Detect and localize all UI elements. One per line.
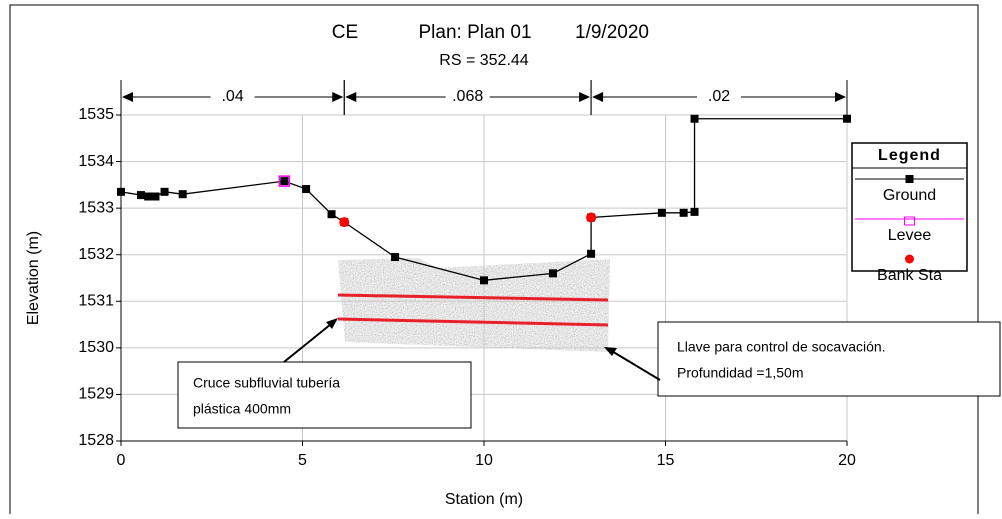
data-point bbox=[480, 276, 488, 285]
data-point bbox=[548, 269, 557, 278]
data-point bbox=[657, 208, 666, 217]
data-point bbox=[136, 191, 145, 200]
x-axis-label: Station (m) bbox=[445, 491, 523, 508]
data-point bbox=[690, 114, 699, 123]
annotation-text: Llave para control de socavación. bbox=[677, 339, 886, 355]
data-point bbox=[160, 187, 169, 196]
data-point bbox=[339, 217, 350, 228]
arrowhead bbox=[326, 318, 338, 329]
chart-title: 1/9/2020 bbox=[575, 22, 649, 43]
overlay: .04 .068 .02 Legend Ground Levee Bank Sta bbox=[117, 80, 968, 285]
arrowhead bbox=[332, 92, 344, 102]
legend-marker bbox=[905, 254, 914, 264]
x-tick-label: 0 bbox=[117, 452, 126, 469]
y-tick-label: 1531 bbox=[78, 293, 114, 310]
arrowhead bbox=[835, 92, 846, 102]
chart-title: Plan: Plan 01 bbox=[418, 22, 531, 43]
y-axis-label: Elevation (m) bbox=[25, 231, 42, 325]
x-tick-label: 5 bbox=[298, 452, 307, 469]
annotation-arrow bbox=[283, 319, 337, 363]
data-point bbox=[679, 208, 688, 217]
data-point bbox=[587, 249, 596, 258]
data-point bbox=[278, 175, 291, 187]
data-point bbox=[843, 114, 851, 123]
x-tick-label: 15 bbox=[657, 452, 675, 469]
y-tick-label: 1529 bbox=[78, 386, 114, 403]
arrowhead bbox=[579, 92, 591, 102]
legend-marker bbox=[905, 175, 914, 183]
pipe-zone bbox=[338, 258, 610, 352]
annotation-box bbox=[177, 361, 472, 429]
data-point bbox=[327, 210, 336, 219]
pipe-line bbox=[337, 317, 609, 327]
arrowhead bbox=[345, 92, 357, 102]
y-tick-label: 1533 bbox=[78, 199, 114, 216]
mannings-label: .068 bbox=[452, 88, 483, 105]
y-tick-label: 1532 bbox=[78, 246, 114, 263]
y-tick-label: 1535 bbox=[78, 106, 114, 123]
x-tick-label: 10 bbox=[475, 452, 493, 469]
data-point bbox=[144, 192, 153, 201]
annotation-text: plástica 400mm bbox=[193, 401, 291, 417]
data-point bbox=[302, 185, 311, 194]
data-point bbox=[690, 207, 699, 216]
annotation-arrow bbox=[609, 349, 661, 381]
data-point bbox=[280, 177, 289, 186]
y-tick-label: 1530 bbox=[78, 339, 114, 356]
frame bbox=[9, 4, 979, 519]
chart-title: CE bbox=[332, 22, 358, 43]
legend-marker bbox=[904, 216, 915, 226]
mannings-label-bg bbox=[697, 87, 742, 107]
chart-subtitle: RS = 352.44 bbox=[439, 52, 529, 69]
data-point bbox=[178, 190, 187, 199]
annotation-text: Cruce subfluvial tubería bbox=[193, 375, 340, 391]
legend-title: Legend bbox=[878, 147, 941, 164]
data-point bbox=[586, 212, 597, 223]
arrowhead bbox=[604, 347, 617, 356]
pipe-line bbox=[337, 293, 609, 302]
legend-label: Bank Sta bbox=[877, 267, 942, 284]
mannings-label: .04 bbox=[221, 88, 243, 105]
mannings-label-bg bbox=[445, 87, 490, 107]
x-tick-label: 20 bbox=[838, 452, 856, 469]
annotation-text: Profundidad =1,50m bbox=[677, 365, 803, 381]
arrowhead bbox=[122, 92, 133, 102]
data-point bbox=[151, 192, 160, 201]
mannings-label: .02 bbox=[708, 88, 730, 105]
legend-label: Levee bbox=[888, 227, 932, 244]
legend-box bbox=[851, 142, 968, 272]
y-tick-label: 1534 bbox=[78, 153, 114, 170]
mannings-label-bg bbox=[210, 87, 255, 107]
data-point bbox=[391, 253, 400, 262]
arrowhead bbox=[592, 92, 604, 102]
data-point bbox=[117, 187, 125, 196]
y-tick-label: 1528 bbox=[78, 432, 114, 449]
annotation-box bbox=[657, 321, 1001, 397]
legend-label: Ground bbox=[883, 187, 936, 204]
